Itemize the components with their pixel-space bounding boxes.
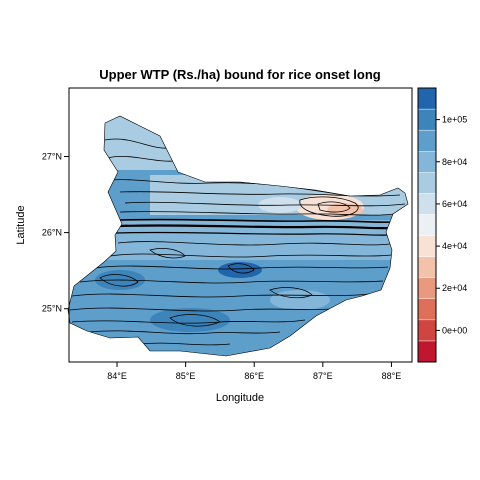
x-tick-label: 88°E <box>382 371 402 381</box>
colorbar-tick-label: 0e+00 <box>442 325 467 335</box>
contour-line <box>71 293 371 298</box>
colorbar-bin <box>417 235 437 257</box>
colorbar-bin <box>417 129 437 152</box>
contour-line <box>117 241 391 246</box>
colorbar-bin <box>417 298 437 321</box>
contour-line <box>99 274 139 287</box>
colorbar-tick-label: 6e+04 <box>442 199 467 209</box>
colorbar-bin <box>417 214 437 236</box>
contour-line <box>299 196 359 217</box>
chart-title: Upper WTP (Rs./ha) bound for rice onset … <box>99 67 380 82</box>
colorbar-tick-label: 2e+04 <box>442 283 467 293</box>
contour-line <box>79 279 384 284</box>
colorbar-bin <box>417 172 437 194</box>
colorbar-ticks: 0e+00 2e+04 4e+04 6e+04 8e+04 1e+05 <box>436 115 467 335</box>
colorbar-bin <box>417 151 437 173</box>
y-tick-label: 26°N <box>42 228 62 238</box>
contour-line <box>119 211 396 216</box>
contour-line <box>109 253 393 258</box>
contour-line <box>317 201 351 213</box>
x-axis-ticks: 84°E 85°E 86°E 87°E 88°E <box>107 362 401 381</box>
contour-line <box>104 138 171 149</box>
field-high-patch-c <box>218 262 262 278</box>
colorbar-bin <box>417 277 437 299</box>
colorbar-bin <box>417 319 437 342</box>
contour-line <box>89 330 281 335</box>
contour-line <box>227 263 255 274</box>
colorbar-frame <box>417 87 437 363</box>
x-tick-label: 86°E <box>244 371 264 381</box>
contour-line <box>149 248 186 259</box>
y-tick-label: 27°N <box>42 152 62 162</box>
contour-line <box>269 287 313 299</box>
y-axis-title: Latitude <box>15 205 27 244</box>
x-tick-label: 85°E <box>176 371 196 381</box>
x-axis-title: Longitude <box>216 392 264 404</box>
x-tick-label: 87°E <box>313 371 333 381</box>
contour-line <box>124 201 406 207</box>
colorbar-tick-label: 1e+05 <box>442 115 467 125</box>
contour-line <box>117 224 391 230</box>
field-low-value-core <box>327 203 363 217</box>
plot-frame <box>68 87 413 363</box>
y-tick-label: 25°N <box>42 304 62 314</box>
contour-line <box>69 307 341 312</box>
field-mid-patch-b <box>270 290 330 310</box>
colorbar-bin <box>417 340 437 363</box>
colorbar-bin <box>417 108 437 131</box>
contour-line <box>71 319 306 324</box>
colorbar-tick-label: 4e+04 <box>442 241 467 251</box>
contour-line <box>115 231 389 236</box>
contour-line <box>94 265 389 270</box>
colorbar-bin <box>417 87 437 110</box>
colorbar: 0e+00 2e+04 4e+04 6e+04 8e+04 1e+05 <box>417 87 467 363</box>
contour-line <box>117 218 393 223</box>
field-high-patch-b <box>150 308 230 332</box>
x-tick-label: 84°E <box>107 371 127 381</box>
contour-line <box>139 342 231 346</box>
colorbar-bin <box>417 256 437 278</box>
contour-line <box>169 314 221 327</box>
region-outline <box>67 115 409 357</box>
colorbar-bins <box>417 87 437 363</box>
colorbar-tick-label: 8e+04 <box>442 157 467 167</box>
y-axis-ticks: 25°N 26°N 27°N <box>42 152 69 314</box>
colorbar-bin <box>417 193 437 215</box>
